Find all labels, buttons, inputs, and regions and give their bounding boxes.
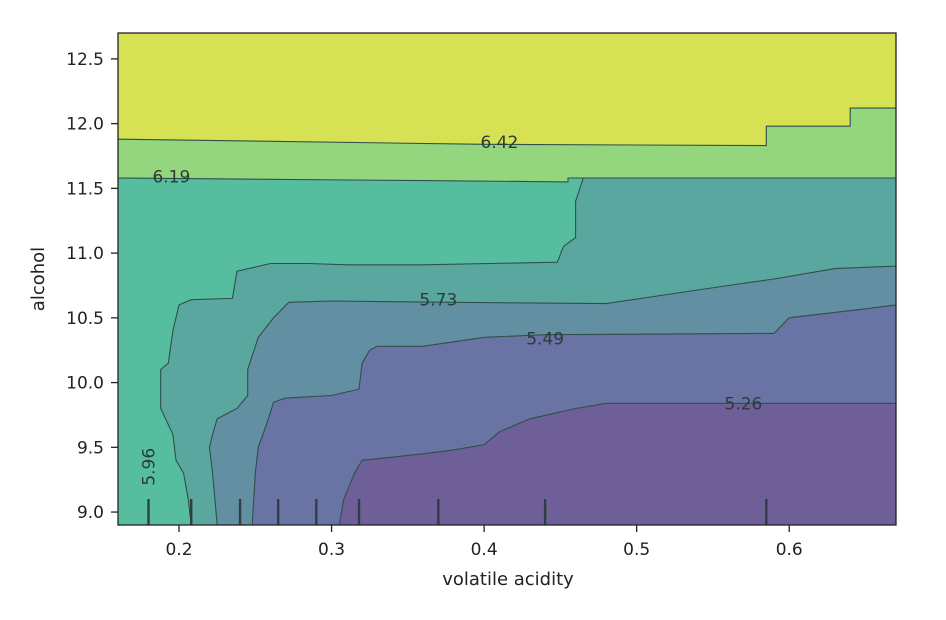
x-tick-label: 0.4 [471, 540, 498, 560]
y-axis-label: alcohol [28, 247, 49, 311]
contour-label: 5.96 [140, 448, 160, 486]
x-tick-label: 0.2 [165, 540, 192, 560]
band-5-49-to-5-73-line [208, 265, 897, 526]
band-5-73-to-5-96-line [160, 177, 896, 526]
x-axis-label: volatile acidity [442, 569, 574, 590]
y-tick-label: 10.0 [66, 374, 104, 394]
plot-frame [117, 32, 897, 526]
contour-label: 6.42 [480, 133, 518, 153]
band-below-5-26 [339, 403, 896, 525]
contour-label: 5.73 [419, 291, 457, 311]
contour-label: 6.19 [152, 168, 190, 188]
y-axis-ticks: 9.0 9.5 10.0 10.5 11.0 11.5 12.0 12.5 [66, 50, 118, 523]
band-5-26-to-5-49-line [251, 304, 897, 526]
contour-labels: 6.42 6.19 5.73 5.49 5.96 5.26 [140, 133, 763, 486]
x-axis-ticks: 0.2 0.3 0.4 0.5 0.6 [165, 525, 803, 560]
y-tick-label: 11.0 [66, 244, 104, 264]
x-tick-label: 0.3 [318, 540, 345, 560]
x-tick-label: 0.5 [623, 540, 650, 560]
contour-label: 5.49 [526, 330, 564, 350]
band-6-19-to-6-42-line [117, 107, 896, 147]
rug-marks [147, 499, 768, 525]
y-tick-label: 12.0 [66, 115, 104, 135]
contour-bands [117, 33, 897, 526]
y-tick-label: 12.5 [66, 50, 104, 70]
x-tick-label: 0.6 [776, 540, 803, 560]
y-tick-label: 9.5 [77, 438, 104, 458]
contour-label: 5.26 [725, 394, 763, 414]
band-below-5-26-line [338, 402, 896, 526]
y-tick-label: 9.0 [77, 503, 104, 523]
y-tick-label: 10.5 [66, 309, 104, 329]
y-tick-label: 11.5 [66, 179, 104, 199]
